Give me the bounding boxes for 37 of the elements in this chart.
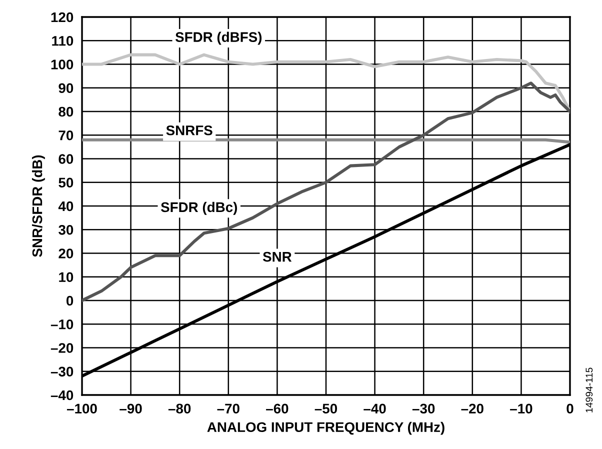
line-series [82, 53, 570, 114]
series-label: SFDR (dBFS) [175, 32, 262, 45]
y-tick-label: 70 [58, 130, 74, 140]
y-tick-label: 10 [59, 272, 74, 282]
x-tick-label: –10 [510, 404, 532, 414]
y-axis-title: SNR/SFDR (dB) [32, 155, 45, 257]
text: 14994-115 [586, 368, 593, 412]
x-tick-label: –90 [120, 404, 142, 414]
x-tick-label: –30 [412, 404, 435, 414]
y-tick-label: –10 [50, 319, 74, 330]
series-label: SNR [262, 252, 292, 262]
y-tick-label: 90 [58, 83, 74, 94]
y-tick-label: 50 [58, 178, 74, 188]
y-tick-label: 120 [51, 12, 74, 22]
y-tick-label: –30 [50, 366, 74, 377]
y-tick-label: –40 [50, 390, 74, 400]
y-tick-label: 110 [52, 36, 74, 46]
y-tick-label: 40 [58, 201, 74, 212]
y-tick-label: 0 [66, 296, 74, 306]
x-tick-label: –40 [364, 404, 386, 414]
x-axis-title: ANALOG INPUT FREQUENCY (MHz) [207, 422, 444, 435]
x-tick-label: –100 [66, 404, 97, 414]
y-tick-label: 30 [58, 224, 74, 235]
y-tick-label: 60 [58, 154, 74, 164]
series-label: SFDR (dBc) [160, 202, 238, 215]
x-tick-label: –70 [217, 404, 240, 414]
y-tick-label: 80 [58, 106, 74, 117]
x-tick-label: –50 [314, 404, 338, 414]
x-tick-label: –60 [266, 404, 288, 414]
line-series [82, 82, 570, 302]
x-tick-label: –20 [461, 404, 484, 414]
x-tick-label: –80 [168, 404, 191, 414]
y-tick-label: 100 [51, 60, 74, 70]
y-tick-label: –20 [50, 343, 74, 353]
series-label: SNRFS [166, 125, 212, 136]
y-tick-label: 20 [58, 248, 74, 258]
x-tick-label: 0 [566, 404, 574, 414]
